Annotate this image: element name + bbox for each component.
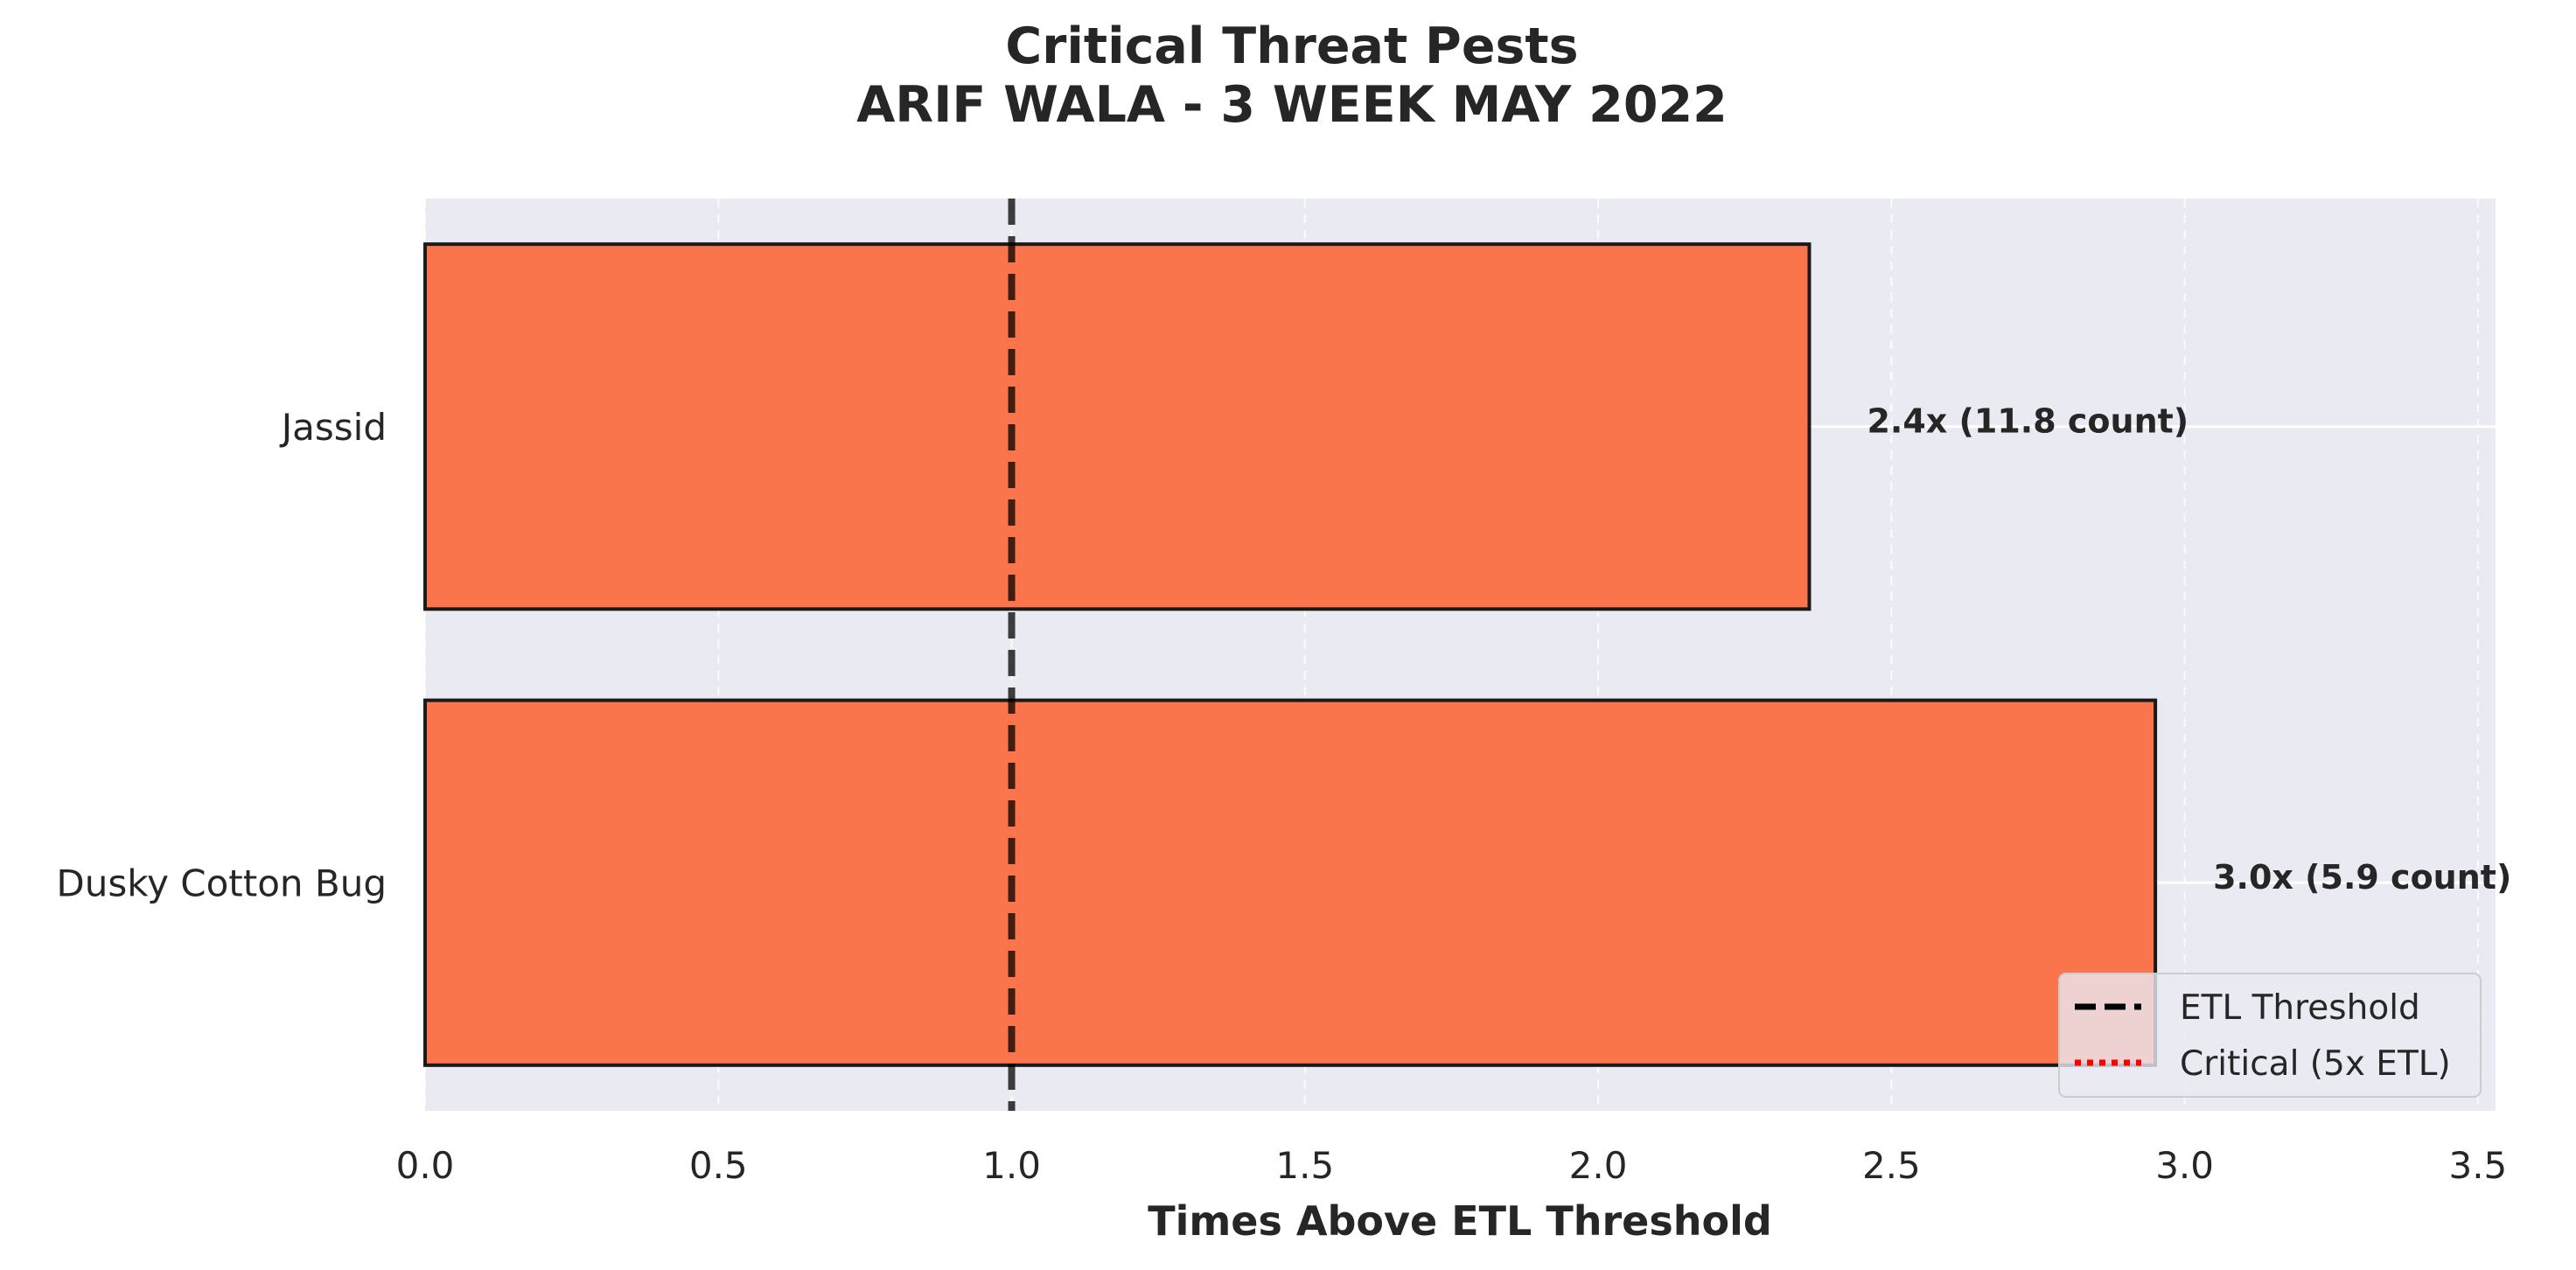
data-label: 2.4x (11.8 count)	[1867, 401, 2189, 440]
bar-jassid	[423, 242, 1812, 611]
x-tick-label: 2.5	[1862, 1144, 1921, 1187]
y-tick-labels: Jassid Dusky Cotton Bug	[56, 406, 387, 905]
legend-label: Critical (5x ETL)	[2180, 1044, 2451, 1084]
y-tick-label: Dusky Cotton Bug	[56, 862, 387, 904]
legend-label: ETL Threshold	[2180, 988, 2420, 1028]
bars	[423, 242, 2158, 1067]
data-labels: 2.4x (11.8 count) 3.0x (5.9 count)	[1867, 401, 2511, 897]
x-tick-label: 2.0	[1569, 1144, 1628, 1187]
chart-title-line-1: Critical Threat Pests	[1005, 17, 1578, 75]
bar-dusky-cotton-bug	[423, 698, 2158, 1067]
x-tick-labels: 0.0 0.5 1.0 1.5 2.0 2.5 3.0 3.5	[396, 1144, 2508, 1187]
data-label: 3.0x (5.9 count)	[2213, 858, 2511, 897]
x-tick-label: 0.5	[689, 1144, 748, 1187]
x-tick-label: 1.0	[982, 1144, 1041, 1187]
x-tick-label: 1.5	[1275, 1144, 1334, 1187]
x-axis-label: Times Above ETL Threshold	[1148, 1197, 1772, 1245]
x-tick-label: 0.0	[396, 1144, 455, 1187]
y-tick-label: Jassid	[279, 406, 387, 449]
x-tick-label: 3.5	[2448, 1144, 2507, 1187]
chart-title: Critical Threat Pests ARIF WALA - 3 WEEK…	[856, 17, 1728, 134]
legend-box	[2058, 973, 2482, 1098]
chart-title-line-2: ARIF WALA - 3 WEEK MAY 2022	[856, 76, 1728, 134]
x-tick-label: 3.0	[2155, 1144, 2214, 1187]
legend: ETL Threshold Critical (5x ETL)	[2058, 973, 2482, 1098]
